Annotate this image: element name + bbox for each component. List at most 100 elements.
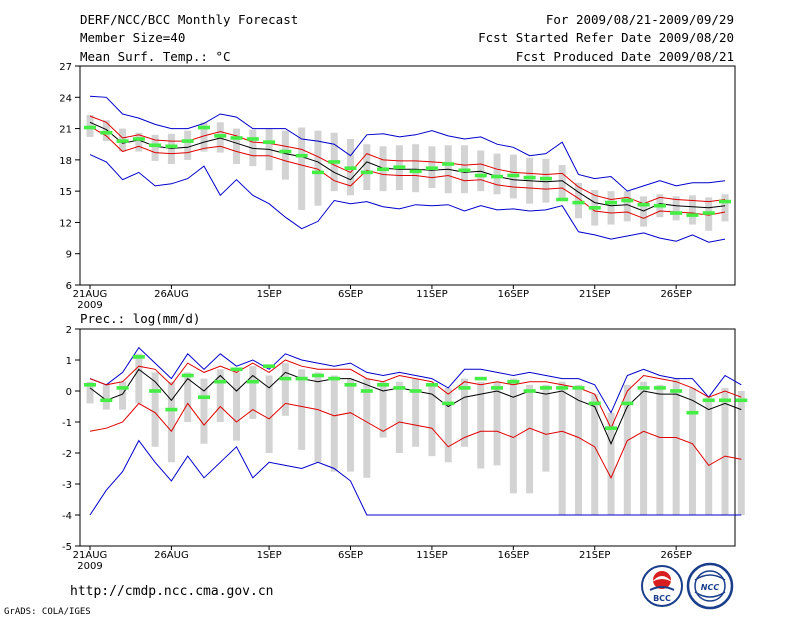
range-box bbox=[102, 384, 110, 410]
range-box bbox=[542, 384, 550, 472]
median-marker bbox=[491, 386, 504, 390]
ensemble-mean-line bbox=[89, 121, 726, 212]
range-box bbox=[119, 381, 127, 410]
x-year-label: 2009 bbox=[77, 300, 102, 311]
upper-spread-line bbox=[89, 359, 742, 430]
median-marker bbox=[670, 389, 683, 393]
ncc-logo-text: NCC bbox=[701, 583, 720, 592]
median-marker bbox=[409, 389, 422, 393]
y-tick-label: 18 bbox=[59, 156, 72, 167]
range-box bbox=[688, 387, 696, 515]
y-tick-label: -4 bbox=[62, 511, 72, 522]
y-tick-label: -1 bbox=[62, 418, 72, 429]
x-tick-label: 16SEP bbox=[498, 550, 529, 561]
median-marker bbox=[425, 166, 438, 170]
range-box bbox=[721, 387, 729, 515]
median-marker bbox=[100, 398, 113, 403]
x-year-label: 2009 bbox=[77, 561, 102, 572]
range-box bbox=[672, 196, 680, 221]
y-tick-label: 15 bbox=[59, 187, 72, 198]
range-box bbox=[526, 384, 534, 494]
median-marker bbox=[116, 139, 129, 143]
header-start-date: Fcst Started Refer Date 2009/08/20 bbox=[478, 30, 734, 45]
header-variable: Mean Surf. Temp.: °C bbox=[80, 49, 231, 64]
range-box bbox=[640, 381, 648, 515]
range-box bbox=[509, 378, 517, 494]
range-box bbox=[591, 394, 599, 515]
range-box bbox=[460, 378, 468, 447]
x-tick-label: 21SEP bbox=[579, 550, 610, 561]
median-marker bbox=[588, 206, 601, 210]
median-marker bbox=[165, 407, 178, 412]
y-tick-label: 21 bbox=[59, 125, 72, 136]
y-tick-label: -2 bbox=[62, 449, 72, 460]
range-box bbox=[167, 381, 175, 463]
precipitation-panel: -5 -4 -3 -2 -1 0 1 2 21AUG 26AUG 1SEP 6SEP 11SEP 16SE… bbox=[62, 325, 748, 572]
median-marker bbox=[572, 200, 585, 205]
range-box bbox=[135, 132, 143, 152]
range-box bbox=[249, 129, 257, 167]
range-box bbox=[184, 372, 192, 422]
median-marker bbox=[84, 125, 96, 130]
median-marker bbox=[246, 379, 259, 384]
median-marker bbox=[328, 160, 341, 164]
range-box bbox=[200, 378, 208, 444]
median-marker bbox=[539, 386, 552, 390]
range-box bbox=[477, 381, 485, 469]
y-tick-label: 1 bbox=[66, 356, 72, 367]
median-marker bbox=[311, 373, 324, 378]
min-envelope-line bbox=[89, 154, 726, 243]
median-marker bbox=[474, 376, 487, 381]
median-marker bbox=[539, 176, 552, 181]
median-marker bbox=[344, 166, 357, 170]
range-box bbox=[412, 378, 420, 447]
x-tick-label: 6SEP bbox=[338, 289, 363, 300]
x-tick-label: 16SEP bbox=[498, 289, 529, 300]
range-box bbox=[281, 130, 289, 180]
range-box bbox=[623, 384, 631, 515]
median-marker bbox=[246, 137, 259, 141]
range-box bbox=[249, 366, 257, 419]
median-marker bbox=[507, 379, 520, 384]
median-marker bbox=[425, 383, 438, 387]
median-marker bbox=[311, 170, 324, 175]
median-marker bbox=[523, 175, 536, 180]
range-box bbox=[607, 191, 615, 225]
range-box bbox=[347, 378, 355, 472]
range-box bbox=[233, 372, 241, 441]
median-marker bbox=[702, 211, 715, 215]
x-tick-label: 1SEP bbox=[257, 550, 282, 561]
y-tick-label: 27 bbox=[59, 62, 72, 73]
median-marker bbox=[132, 355, 145, 359]
header-produced-date: Fcst Produced Date 2009/08/21 bbox=[516, 49, 734, 64]
upper-spread-line bbox=[89, 115, 726, 205]
median-marker bbox=[523, 389, 536, 393]
x-tick-label: 11SEP bbox=[416, 289, 447, 300]
median-marker bbox=[181, 139, 194, 143]
range-box bbox=[314, 130, 322, 206]
median-marker bbox=[474, 173, 487, 178]
median-marker bbox=[653, 203, 666, 208]
range-box bbox=[558, 165, 566, 199]
range-box bbox=[151, 372, 159, 447]
range-box bbox=[688, 195, 696, 225]
range-box bbox=[721, 194, 729, 222]
median-marker bbox=[393, 386, 406, 390]
temperature-panel: 6 9 12 15 18 21 24 27 21AUG 26AUG 1SEP 6SEP 11SEP 16S… bbox=[59, 62, 736, 311]
header-member: Member Size=40 bbox=[80, 30, 185, 45]
median-marker bbox=[165, 144, 178, 149]
range-box bbox=[200, 122, 208, 152]
median-marker bbox=[377, 383, 390, 387]
median-marker bbox=[100, 130, 113, 135]
median-marker bbox=[328, 376, 341, 381]
x-tick-label: 21SEP bbox=[579, 289, 610, 300]
range-box bbox=[216, 369, 224, 422]
range-box bbox=[444, 387, 452, 463]
median-marker bbox=[84, 383, 96, 387]
median-marker bbox=[230, 367, 243, 372]
median-marker bbox=[214, 134, 227, 138]
y-tick-label: 6 bbox=[66, 281, 72, 292]
range-box bbox=[298, 369, 306, 450]
